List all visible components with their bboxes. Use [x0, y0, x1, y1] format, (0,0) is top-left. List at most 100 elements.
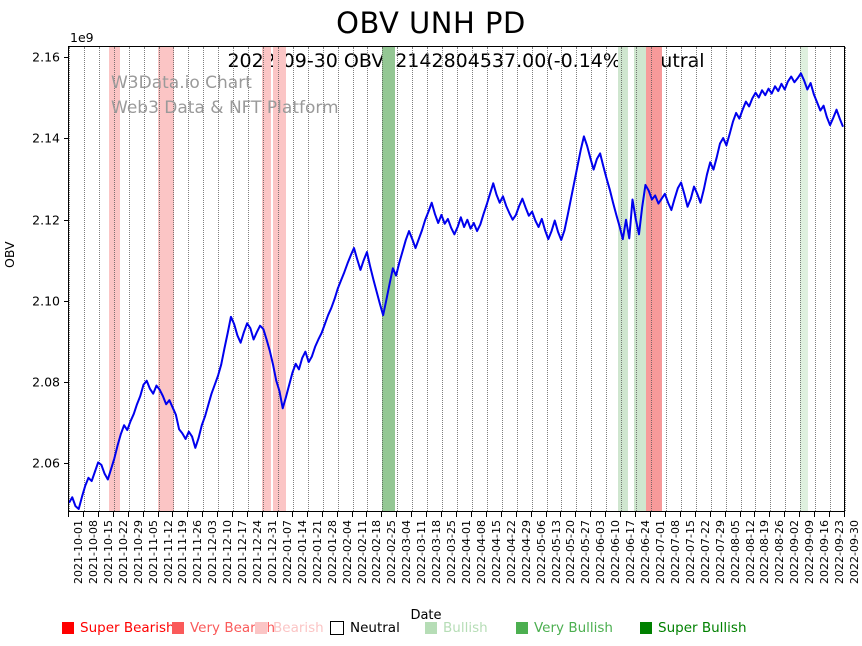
x-tick [709, 512, 711, 517]
gridline [322, 47, 324, 511]
x-tick [247, 512, 249, 517]
signal-band [382, 47, 395, 511]
x-tick [142, 512, 144, 517]
x-tick-label: 2022-04-08 [474, 520, 488, 584]
x-tick [814, 512, 816, 517]
y-tick-label: 2.12 [32, 212, 60, 228]
x-tick-label: 2022-08-19 [758, 520, 772, 584]
legend-item[interactable]: Very Bearish [172, 620, 275, 636]
x-tick-label: 2022-02-04 [340, 520, 354, 584]
x-tick-label: 2022-04-01 [460, 520, 473, 584]
x-tick [605, 512, 607, 517]
x-tick [664, 512, 666, 517]
gridline [337, 47, 339, 511]
x-tick [470, 512, 472, 517]
x-tick [157, 512, 159, 517]
x-tick [829, 512, 831, 517]
x-tick-label: 2022-09-02 [788, 520, 802, 584]
gridline [203, 47, 205, 511]
x-tick-label: 2022-07-29 [713, 520, 727, 584]
gridline [158, 47, 160, 511]
x-tick-label: 2021-10-22 [116, 520, 130, 584]
gridline [307, 47, 309, 511]
gridline [755, 47, 757, 511]
x-tick [694, 512, 696, 517]
x-tick [411, 512, 413, 517]
x-axis-title-text: Date [410, 608, 442, 623]
legend-label: Super Bullish [658, 620, 747, 636]
x-tick [739, 512, 741, 517]
gridline [785, 47, 787, 511]
x-tick-label: 2022-09-30 [848, 520, 861, 584]
x-tick-label: 2022-09-16 [818, 520, 832, 584]
gridline [561, 47, 563, 511]
x-tick-label: 2021-11-19 [176, 520, 190, 584]
gridline [143, 47, 145, 511]
legend-swatch [172, 622, 184, 634]
x-tick [321, 512, 323, 517]
x-tick [68, 512, 69, 517]
y-axis-offset-label: 1e9 [70, 30, 94, 45]
gridline [845, 47, 846, 511]
legend-swatch [425, 622, 437, 634]
x-tick [351, 512, 353, 517]
x-tick [97, 512, 99, 517]
watermark-line-1: W3Data.io Chart [111, 73, 252, 93]
x-tick-label: 2022-05-27 [579, 520, 593, 584]
x-tick [635, 512, 637, 517]
legend-item[interactable]: Neutral [330, 620, 400, 636]
gridline [546, 47, 548, 511]
legend-label: Very Bullish [534, 620, 613, 636]
legend-swatch [62, 622, 74, 634]
legend-item[interactable]: Bearish [255, 620, 324, 636]
x-tick [262, 512, 263, 517]
x-tick-label: 2021-11-05 [146, 520, 160, 584]
legend-item[interactable]: Super Bullish [640, 620, 747, 636]
x-tick-label: 2022-04-29 [519, 520, 533, 584]
gridline [367, 47, 369, 511]
gridline [486, 47, 488, 511]
x-tick-label: 2021-12-24 [251, 520, 265, 584]
watermark-line-2: Web3 Data & NFT Platform [111, 98, 339, 118]
x-tick-label: 2022-03-25 [445, 520, 459, 584]
x-tick-label: 2021-10-01 [72, 520, 85, 584]
legend-label: Bullish [443, 620, 488, 636]
x-tick [172, 512, 174, 517]
x-tick-label: 2022-09-23 [833, 520, 847, 584]
chart-subtitle-text: 2022-09-30 OBV: 2142804537.00(-0.14%) Ne… [227, 50, 705, 72]
y-tick [64, 138, 69, 140]
gridline [69, 47, 70, 511]
x-tick [441, 512, 443, 517]
legend-item[interactable]: Super Bearish [62, 620, 175, 636]
x-tick-label: 2022-06-24 [639, 520, 653, 584]
x-tick-label: 2022-01-14 [295, 520, 309, 584]
legend-swatch [640, 622, 652, 634]
x-axis-title: Date [0, 608, 862, 623]
legend: Super Bearish Very Bearish Bearish Neutral B… [0, 620, 862, 644]
x-tick-label: 2022-02-25 [385, 520, 399, 584]
x-tick-label: 2022-03-18 [430, 520, 444, 584]
gridline [277, 47, 279, 511]
y-axis: 2.06 2.08 2.10 2.12 2.14 2.16 [32, 47, 844, 511]
y-tick-label: 2.14 [32, 130, 60, 146]
gridline [576, 47, 578, 511]
gridlines-layer [69, 47, 846, 511]
chart-subtitle: 2022-09-30 OBV: 2142804537.00(-0.14%) Ne… [0, 50, 862, 72]
legend-item[interactable]: Very Bullish [516, 620, 613, 636]
gridline [382, 47, 384, 511]
x-tick-label: 2022-07-15 [683, 520, 697, 584]
gridline [770, 47, 772, 511]
legend-item[interactable]: Bullish [425, 620, 488, 636]
legend-swatch [516, 622, 528, 634]
x-tick [560, 512, 562, 517]
gridline [710, 47, 712, 511]
x-tick-label: 2022-08-26 [773, 520, 787, 584]
y-tick [64, 382, 69, 384]
signal-band [273, 47, 286, 511]
legend-swatch [330, 621, 344, 635]
gridline [830, 47, 832, 511]
x-tick-label: 2022-01-21 [310, 520, 324, 584]
page-title: OBV UNH PD [336, 6, 526, 40]
obv-line [69, 73, 843, 509]
gridline [397, 47, 399, 511]
